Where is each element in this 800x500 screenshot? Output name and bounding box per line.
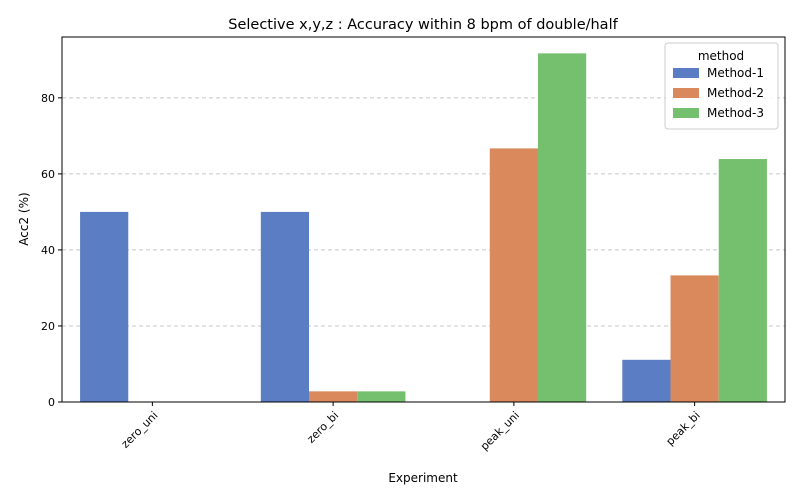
y-tick-label: 60 <box>41 168 55 181</box>
y-tick-label: 40 <box>41 244 55 257</box>
bar-method-1-zero_bi <box>260 211 310 402</box>
legend-box <box>664 42 779 130</box>
y-tick-label: 80 <box>41 92 55 105</box>
legend-title: method <box>698 49 744 63</box>
y-axis-label: Acc2 (%) <box>17 192 31 245</box>
x-tick-label: zero_bi <box>304 409 341 446</box>
bar-method-3-zero_bi <box>357 391 406 402</box>
legend-swatch-method-3 <box>673 108 699 118</box>
x-tick-label: peak_bi <box>664 409 703 448</box>
bars <box>80 53 767 402</box>
legend-swatch-method-2 <box>673 88 699 98</box>
bar-method-3-peak_uni <box>537 53 587 402</box>
bar-method-3-peak_bi <box>718 159 767 402</box>
plot-frame <box>61 36 786 403</box>
bar-method-2-peak_bi <box>670 275 719 402</box>
bar-method-2-peak_uni <box>489 148 538 402</box>
y-tick-label: 0 <box>48 396 55 409</box>
legend-label: Method-2 <box>707 86 764 100</box>
y-axis: 0 20 40 60 80 <box>41 92 62 409</box>
y-tick-label: 20 <box>41 320 55 333</box>
bar-method-1-zero_uni <box>80 211 129 402</box>
legend: method Method-1 Method-2 Method-3 <box>664 42 779 130</box>
bar-method-2-zero_bi <box>309 391 358 402</box>
legend-label: Method-1 <box>707 66 764 80</box>
chart-title: Selective x,y,z : Accuracy within 8 bpm … <box>228 17 618 33</box>
x-tick-label: zero_uni <box>119 409 161 451</box>
x-axis: zero_uni zero_bi peak_uni peak_bi <box>119 402 703 453</box>
x-axis-label: Experiment <box>388 471 458 485</box>
bar-method-1-peak_bi <box>622 359 671 402</box>
legend-label: Method-3 <box>707 106 764 120</box>
legend-swatch-method-1 <box>673 68 699 78</box>
x-tick-label: peak_uni <box>478 409 522 453</box>
